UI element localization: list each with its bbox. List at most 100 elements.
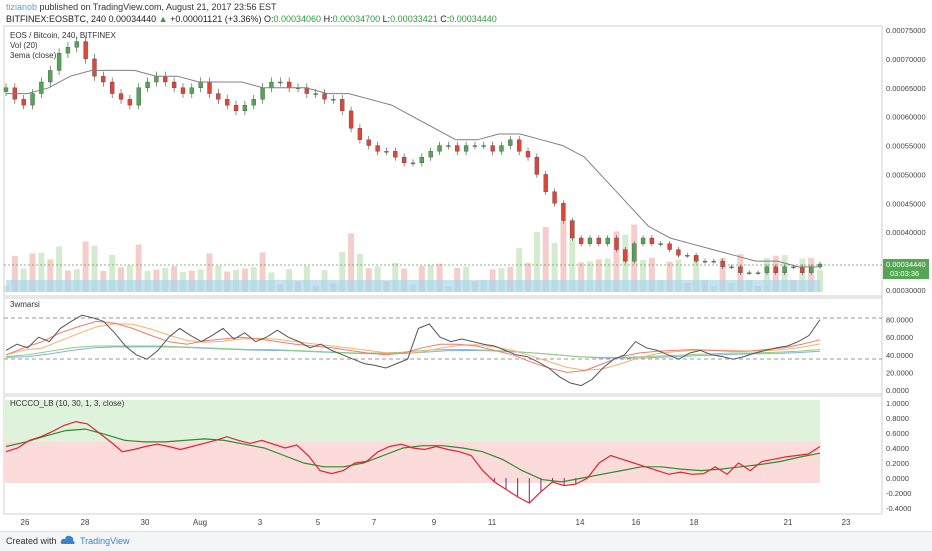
candle-bearish [490, 145, 495, 152]
close-label: C: [440, 14, 450, 24]
published-text: published on TradingView.com, August 21,… [39, 2, 277, 12]
candle-bearish [180, 87, 186, 94]
candle-bearish [720, 260, 725, 268]
price-tick-label: 0.00075000 [886, 26, 926, 35]
publish-info: tizianob published on TradingView.com, A… [6, 2, 277, 12]
candle-bullish [755, 272, 761, 274]
candle-bullish [605, 237, 610, 244]
rsi-orange-line [5, 323, 821, 371]
footer: Created with TradingView [0, 531, 932, 551]
candle-bearish [101, 76, 106, 83]
rsi-green-line [5, 345, 821, 358]
price-tick-label: 0.00040000 [886, 228, 926, 237]
rsi-legend: 3wmarsi [10, 300, 40, 309]
rsi-red-line [5, 320, 821, 373]
candle-bullish [331, 99, 336, 101]
candle-bearish [623, 249, 628, 262]
candle-bearish [402, 156, 407, 164]
rsi-axis[interactable]: 80.0000 60.0000 40.0000 20.0000 0.0000 [886, 316, 913, 395]
neutral-zone [4, 442, 820, 483]
candle-bullish [791, 266, 796, 269]
volume-bar [640, 259, 647, 292]
price-badge [883, 259, 929, 279]
oscillator-axis[interactable]: 1.0000 0.8000 0.6000 0.4000 0.2000 0.0000 -0.2… [886, 399, 911, 513]
volume-bar [560, 221, 567, 292]
volume-bar [259, 252, 266, 292]
price-tick-label: 0.00045000 [886, 199, 926, 208]
candle-bullish [587, 237, 593, 244]
price-tick-label: 0.00065000 [886, 84, 926, 93]
volume-bar [719, 258, 726, 292]
candle-bullish [419, 156, 424, 164]
chart-title: EOS / Bitcoin, 240, BITFINEX [10, 31, 116, 40]
candle-bearish [171, 81, 177, 88]
candle-bearish [578, 237, 584, 244]
volume-bar [666, 261, 673, 292]
rsi-tick-label: 40.0000 [886, 351, 913, 360]
candle-bearish [455, 145, 460, 152]
candle-bullish [508, 139, 513, 146]
price-axis[interactable]: 0.00075000 0.00070000 0.00065000 0.00060000… [886, 26, 926, 295]
oscillator-tick-label: 1.0000 [886, 399, 909, 408]
candle-bearish [216, 93, 221, 100]
volume-bar [799, 258, 806, 292]
volume-bar [126, 265, 133, 292]
candle-bearish [667, 243, 672, 250]
candle-bearish [118, 93, 124, 100]
rsi-tick-label: 80.0000 [886, 316, 913, 325]
trading-chart[interactable]: EOS / Bitcoin, 240, BITFINEX Vol (20) 3e… [0, 0, 932, 531]
candle-bearish [534, 156, 540, 175]
time-axis[interactable]: 26 28 30 Aug 3 5 7 9 11 14 16 18 21 23 [21, 518, 851, 527]
candle-bullish [747, 272, 752, 274]
volume-bar [578, 262, 585, 292]
volume-bar [109, 254, 116, 292]
volume-bar [303, 265, 310, 292]
time-tick-label: 23 [842, 518, 851, 527]
candle-bearish [561, 203, 566, 221]
candle-bearish [693, 255, 699, 262]
candle-bullish [711, 260, 716, 263]
volume-bar [171, 266, 178, 292]
candle-bearish [340, 99, 345, 112]
volume-bar [569, 220, 576, 292]
author-link[interactable]: tizianob [6, 2, 38, 12]
candle-bearish [614, 237, 619, 250]
oscillator-legend: HCCCO_LB (10, 30, 1, 3, close) [10, 399, 125, 408]
candle-bearish [676, 249, 681, 256]
candle-bullish [313, 93, 318, 95]
volume-bar [47, 259, 54, 292]
price-badge-price: 0.00034440 [886, 260, 926, 269]
volume-bar [808, 258, 815, 292]
price-tick-label: 0.00055000 [886, 142, 926, 151]
candle-bearish [800, 266, 805, 273]
volume-bar [91, 245, 98, 292]
time-tick-label: 16 [632, 518, 641, 527]
volume-bar [348, 233, 355, 292]
oscillator-tick-label: -0.2000 [886, 489, 911, 498]
candle-bullish [65, 47, 71, 54]
ema-line [6, 69, 820, 268]
candle-bullish [472, 145, 478, 147]
candle-bearish [393, 151, 398, 158]
rsi-main-line [5, 314, 821, 387]
candle-bullish [640, 237, 646, 244]
time-tick-label: 7 [372, 518, 377, 527]
volume-bar [118, 267, 125, 292]
volume-bar [648, 257, 655, 292]
volume-bar [542, 227, 549, 292]
candle-bullish [499, 145, 504, 152]
tradingview-link[interactable]: TradingView [80, 536, 130, 546]
candle-bullish [764, 266, 770, 273]
candle-bearish [596, 237, 601, 244]
volume-bar [604, 258, 611, 292]
volume-bar [551, 243, 558, 292]
candle-bullish [782, 266, 787, 273]
price-pane[interactable] [3, 25, 883, 297]
candle-bullish [809, 266, 814, 273]
candle-bullish [48, 70, 53, 83]
candle-bearish [348, 110, 354, 129]
volume-bar [11, 255, 18, 292]
rsi-tick-label: 20.0000 [886, 368, 913, 377]
volume-bar [38, 252, 45, 292]
close-value: 0.00034440 [449, 14, 497, 24]
